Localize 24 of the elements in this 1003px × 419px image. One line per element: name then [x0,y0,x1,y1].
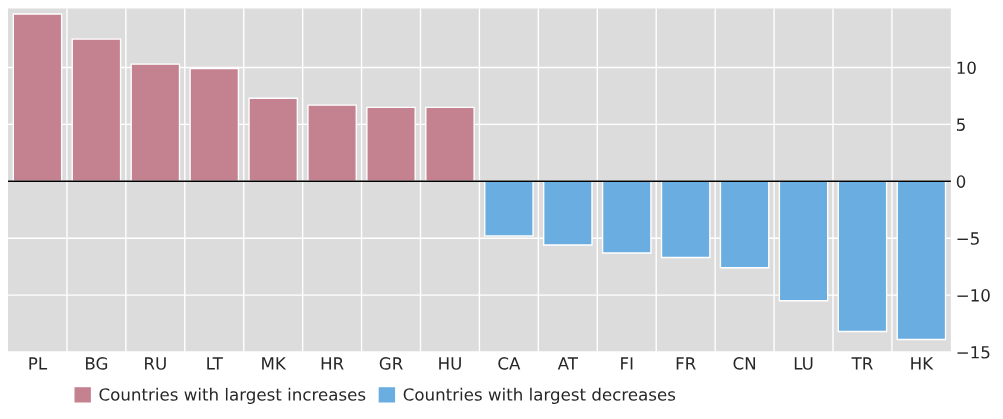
x-tick-label: BG [86,357,108,370]
x-tick-label: MK [262,357,287,370]
y-tick-label: 10 [957,61,976,75]
x-tick-label: GR [379,357,403,370]
legend-label: Countries with largest increases [99,387,366,404]
x-tick-label: HR [321,357,344,370]
x-tick-label: FR [676,357,696,370]
x-tick-label: TR [851,357,873,370]
y-tick-label: −5 [957,232,979,245]
y-tick-label: −10 [957,289,990,302]
x-tick-label: HU [439,357,461,370]
y-tick-label: 5 [956,118,965,131]
y-tick-label: −15 [957,346,990,359]
x-tick-label: CA [498,357,521,370]
x-tick-label: RU [145,357,166,370]
x-tick-label: AT [557,357,579,370]
x-tick-label: LU [794,357,813,370]
x-tick-label: PL [29,357,48,370]
x-tick-label: FI [621,357,633,370]
x-tick-label: LT [207,357,223,370]
legend-label: Countries with largest decreases [403,387,676,404]
x-tick-label: HK [911,357,934,370]
x-tick-label: CN [733,357,756,370]
y-tick-label: 0 [956,175,966,188]
